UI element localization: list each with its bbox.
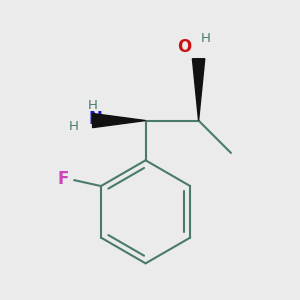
Polygon shape	[192, 59, 205, 121]
Text: F: F	[58, 170, 69, 188]
Text: N: N	[88, 110, 103, 128]
Text: O: O	[177, 38, 191, 56]
Polygon shape	[93, 113, 146, 128]
Text: H: H	[68, 120, 78, 133]
Text: H: H	[88, 99, 98, 112]
Text: H: H	[201, 32, 211, 45]
